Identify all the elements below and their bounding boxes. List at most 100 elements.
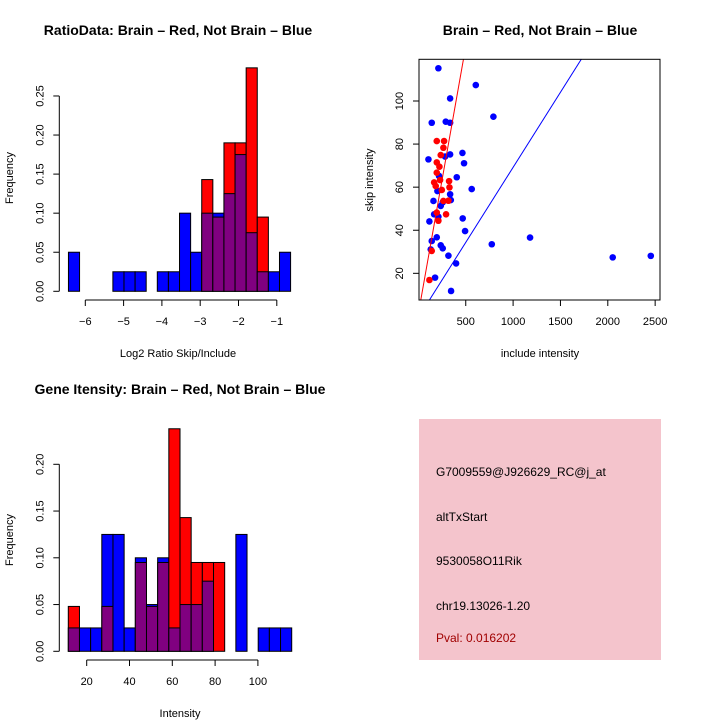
overlap-bar: [179, 604, 192, 652]
x-tick-label: 2000: [596, 316, 620, 328]
overlap-bar: [168, 627, 181, 652]
not-brain-point: [437, 202, 445, 210]
x-tick-label: 2500: [643, 316, 667, 328]
not-brain-point: [447, 287, 455, 295]
y-tick-label: 80: [394, 138, 406, 150]
brain-point: [445, 197, 452, 205]
not-brain-point: [428, 119, 436, 127]
overlap-bar: [201, 212, 214, 292]
overlap-bar: [157, 561, 170, 652]
not-brain-bar: [123, 627, 136, 652]
brain-point: [426, 276, 433, 284]
not-brain-bar: [257, 627, 270, 652]
x-tick-label: 80: [209, 676, 221, 688]
brain-bar: [168, 428, 181, 652]
not-brain-point: [488, 240, 496, 248]
not-brain-point: [439, 245, 447, 252]
scatter-ylabel: skip intensity: [364, 148, 376, 211]
brain-bar: [213, 561, 226, 652]
not-brain-bar: [134, 271, 147, 292]
not-brain-point: [452, 260, 460, 267]
overlap-bar: [101, 605, 114, 652]
brain-point: [432, 182, 440, 190]
genomic-location: chr19.13026-1.20: [436, 599, 530, 613]
ratio-histogram-ylabel: Frequency: [4, 152, 16, 204]
not-brain-point: [433, 234, 441, 241]
brain-point: [440, 144, 447, 152]
y-tick-label: 0.15: [34, 163, 46, 184]
not-brain-bar: [190, 251, 203, 292]
overlap-bar: [134, 561, 147, 652]
x-tick-label: 40: [123, 676, 135, 688]
brain-point: [440, 197, 447, 205]
x-tick-label: −6: [79, 316, 92, 328]
plot-frame: [418, 58, 661, 301]
not-brain-point: [453, 173, 461, 181]
x-tick-label: 20: [81, 676, 93, 688]
overlap-bar: [256, 271, 269, 292]
not-brain-bar: [280, 627, 293, 652]
probe-id: G7009559@J926629_RC@j_at: [436, 465, 606, 479]
y-tick-label: 0.10: [34, 202, 46, 223]
scatter-title: Brain – Red, Not Brain – Blue: [443, 22, 638, 38]
y-tick-label: 0.00: [34, 281, 46, 302]
x-tick-label: −5: [117, 316, 130, 328]
y-tick-label: 40: [394, 224, 406, 236]
not-brain-point: [435, 64, 442, 72]
scatter-xlabel: include intensity: [501, 348, 580, 360]
overlap-bar: [67, 627, 80, 652]
not-brain-point: [459, 149, 466, 157]
p-value: Pval: 0.016202: [436, 631, 516, 645]
not-brain-point: [526, 234, 534, 241]
brain-point: [445, 177, 453, 185]
overlap-bar: [245, 232, 258, 292]
not-brain-bar: [278, 251, 292, 292]
overlap-bar: [223, 193, 236, 292]
not-brain-point: [459, 215, 467, 222]
ratio-histogram: RatioData: Brain – Red, Not Brain – Blue…: [4, 22, 312, 360]
y-tick-label: 0.25: [34, 85, 46, 106]
not-brain-point: [445, 252, 452, 259]
not-brain-point: [446, 151, 454, 158]
y-tick-label: 0.00: [34, 641, 46, 662]
not-brain-bar: [90, 627, 103, 652]
not-brain-point: [426, 218, 433, 225]
brain-point: [433, 169, 441, 177]
overlap-bar: [201, 580, 215, 652]
x-tick-label: −1: [271, 316, 284, 328]
y-tick-label: 0.05: [34, 594, 46, 615]
brain-point: [436, 163, 443, 170]
not-brain-bar: [235, 533, 248, 652]
y-tick-label: 0.10: [34, 547, 46, 568]
not-brain-point: [446, 95, 454, 102]
not-brain-point: [490, 113, 497, 121]
x-tick-label: 1000: [501, 316, 525, 328]
not-brain-point: [425, 156, 432, 163]
y-tick-label: 100: [394, 92, 406, 110]
x-tick-label: −3: [194, 316, 207, 328]
not-brain-bar: [123, 271, 136, 292]
info-panel: G7009559@J926629_RC@j_at altTxStart 9530…: [419, 419, 661, 660]
x-tick-label: 100: [249, 676, 267, 688]
not-brain-bar: [179, 212, 192, 292]
x-tick-label: 1500: [548, 316, 572, 328]
y-tick-label: 0.05: [34, 242, 46, 263]
not-brain-bar: [67, 251, 81, 292]
not-brain-point: [468, 185, 476, 193]
not-brain-point: [461, 227, 469, 235]
overlap-bar: [234, 154, 247, 292]
y-tick-label: 0.20: [34, 454, 46, 475]
y-tick-label: 20: [394, 267, 406, 279]
brain-point: [437, 151, 445, 159]
overlap-bar: [190, 604, 203, 652]
not-brain-point: [430, 197, 437, 205]
gene-intensity-histogram: Gene Itensity: Brain – Red, Not Brain – …: [4, 381, 326, 720]
not-brain-bar: [156, 271, 169, 292]
overlap-bar: [145, 605, 159, 652]
not-brain-bar: [78, 627, 92, 652]
gene-intensity-ylabel: Frequency: [4, 514, 16, 566]
x-tick-label: −4: [156, 316, 169, 328]
not-brain-point: [446, 190, 454, 198]
event-type: altTxStart: [436, 510, 488, 524]
